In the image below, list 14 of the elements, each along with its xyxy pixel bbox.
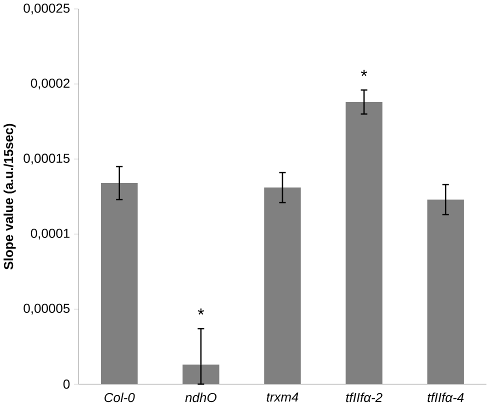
y-tick-label: 0,0001	[30, 228, 70, 240]
y-tick-label: 0,00005	[24, 304, 70, 315]
x-tick-label: ndhO	[185, 392, 216, 402]
x-tick-label: trxm4	[266, 392, 298, 402]
y-tick-label: 0,00015	[24, 154, 70, 165]
data-label: *	[360, 70, 368, 76]
data-label: *	[198, 308, 204, 315]
y-tick-label: 0	[63, 380, 70, 389]
x-tick-label: Col-0	[104, 392, 135, 402]
y-axis-title: Slope value (a.u./15sec)	[4, 124, 16, 270]
y-tick-label: 0,00025	[24, 4, 70, 14]
y-tick-label: 0,0002	[30, 78, 70, 90]
x-tick-label: tfIIfα-2	[346, 392, 382, 402]
x-tick-label: tfIIfα-4	[428, 392, 464, 402]
